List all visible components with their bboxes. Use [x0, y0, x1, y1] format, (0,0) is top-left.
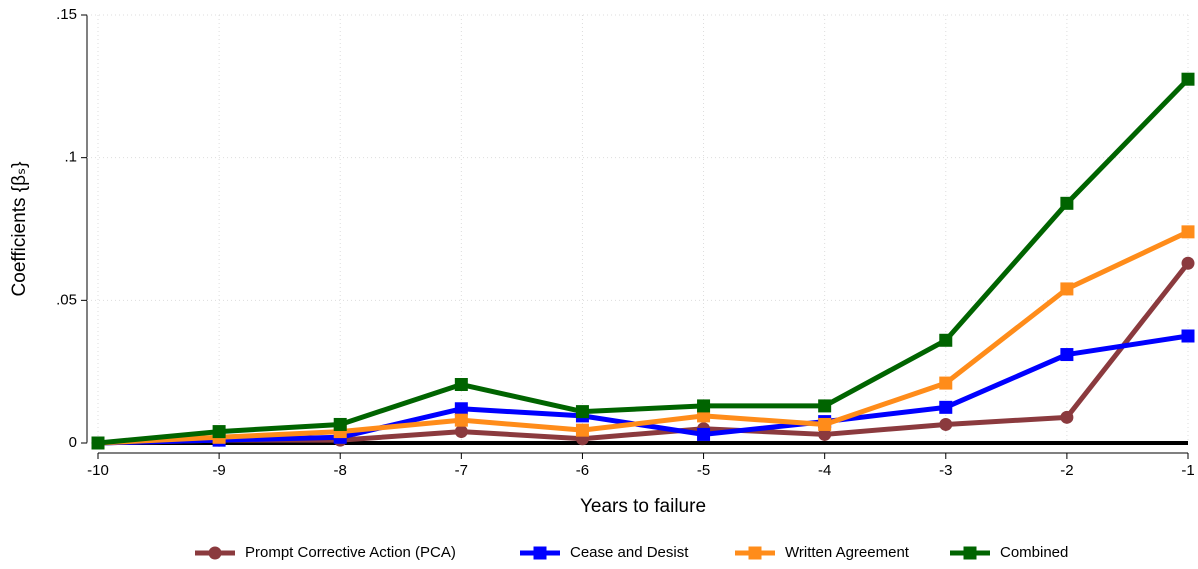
marker	[939, 376, 953, 390]
marker	[697, 409, 711, 423]
marker	[454, 425, 468, 439]
x-tick-label: -9	[212, 462, 225, 479]
marker	[1181, 256, 1195, 270]
marker	[1060, 196, 1074, 210]
y-tick-label: 0	[69, 434, 77, 451]
marker	[533, 546, 547, 560]
y-tick-label: .1	[64, 149, 77, 166]
x-tick-label: -2	[1060, 462, 1073, 479]
x-axis-label: Years to failure	[580, 496, 706, 517]
marker	[1060, 282, 1074, 296]
legend-label: Cease and Desist	[570, 544, 689, 561]
x-tick-label: -5	[697, 462, 710, 479]
x-tick-label: -3	[939, 462, 952, 479]
marker	[575, 405, 589, 419]
marker	[454, 413, 468, 427]
marker	[818, 399, 832, 413]
y-tick-label: .05	[56, 291, 77, 308]
legend-label: Written Agreement	[785, 544, 910, 561]
marker	[1181, 329, 1195, 343]
marker	[91, 436, 105, 450]
marker	[818, 427, 832, 441]
marker	[575, 423, 589, 437]
marker	[1060, 348, 1074, 362]
y-tick-label: .15	[56, 6, 77, 23]
marker	[748, 546, 762, 560]
marker	[212, 425, 226, 439]
x-tick-label: -8	[334, 462, 347, 479]
marker	[697, 427, 711, 441]
marker	[963, 546, 977, 560]
marker	[697, 399, 711, 413]
series-line	[97, 229, 1190, 446]
x-tick-label: -10	[87, 462, 109, 479]
marker	[939, 417, 953, 431]
x-tick-label: -7	[455, 462, 468, 479]
marker	[818, 417, 832, 431]
marker	[454, 402, 468, 416]
marker	[1181, 225, 1195, 239]
marker	[939, 333, 953, 347]
marker	[333, 417, 347, 431]
series-line	[97, 77, 1190, 446]
legend-label: Combined	[1000, 544, 1068, 561]
x-tick-label: -6	[576, 462, 589, 479]
legend-label: Prompt Corrective Action (PCA)	[245, 544, 456, 561]
marker	[454, 378, 468, 392]
marker	[1181, 72, 1195, 86]
marker	[939, 400, 953, 414]
series-line	[97, 261, 1190, 446]
x-tick-label: -4	[818, 462, 831, 479]
marker	[208, 546, 222, 560]
y-axis-label: Coefficients {βₛ}	[9, 162, 30, 297]
marker	[1060, 410, 1074, 424]
x-tick-label: -1	[1181, 462, 1194, 479]
